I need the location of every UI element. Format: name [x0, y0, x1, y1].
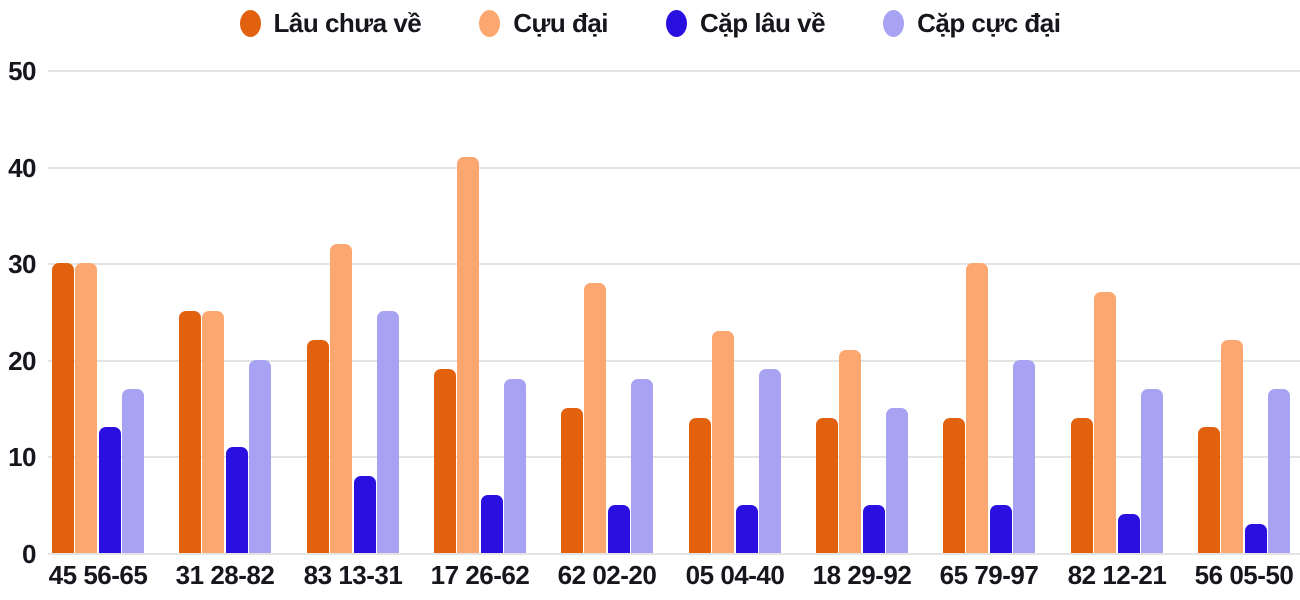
bar-group: [943, 70, 1035, 553]
bar[interactable]: [377, 311, 399, 553]
legend-item-2[interactable]: Cựu đại: [479, 7, 609, 39]
gridline-y40: [48, 167, 1300, 169]
bar[interactable]: [966, 263, 988, 553]
x-axis-category-label: 31 28-82: [175, 560, 275, 590]
bar-group: [689, 70, 781, 553]
legend-dot-icon: [479, 9, 501, 37]
bar[interactable]: [584, 283, 606, 553]
bar[interactable]: [457, 157, 479, 553]
legend-dot-icon: [239, 9, 261, 37]
bar[interactable]: [481, 495, 503, 553]
bar[interactable]: [330, 244, 352, 553]
legend-item-1[interactable]: Lâu chưa về: [239, 7, 422, 39]
bar[interactable]: [249, 360, 271, 553]
x-axis-category-label: 05 04-40: [685, 560, 785, 590]
bar[interactable]: [307, 340, 329, 553]
bar[interactable]: [202, 311, 224, 553]
bar[interactable]: [1071, 418, 1093, 553]
chart-legend: Lâu chưa về Cựu đại Cặp lâu về Cặp cực đại: [0, 2, 1300, 44]
bar[interactable]: [434, 369, 456, 553]
bar[interactable]: [504, 379, 526, 553]
bar[interactable]: [712, 331, 734, 553]
gridline-y50: [48, 70, 1300, 72]
gridline-y0: [48, 553, 1300, 555]
bar[interactable]: [608, 505, 630, 553]
bar-group: [434, 70, 526, 553]
y-axis-tick-label: 0: [22, 539, 36, 569]
bar[interactable]: [52, 263, 74, 553]
bar-group: [307, 70, 399, 553]
bar[interactable]: [736, 505, 758, 553]
y-axis-tick-label: 40: [8, 153, 36, 183]
bar-group: [1071, 70, 1163, 553]
bar[interactable]: [561, 408, 583, 553]
x-axis-category-label: 18 29-92: [812, 560, 912, 590]
legend-item-3[interactable]: Cặp lâu về: [666, 7, 826, 39]
bar[interactable]: [1118, 514, 1140, 553]
gridline-y10: [48, 456, 1300, 458]
legend-dot-icon: [666, 9, 688, 37]
y-axis-tick-label: 50: [8, 56, 36, 86]
bar[interactable]: [1198, 427, 1220, 553]
bar[interactable]: [886, 408, 908, 553]
x-axis-category-label: 82 12-21: [1067, 560, 1167, 590]
bar[interactable]: [1221, 340, 1243, 553]
legend-label: Cặp lâu về: [700, 7, 826, 38]
bar[interactable]: [1094, 292, 1116, 553]
legend-label: Cựu đại: [513, 7, 609, 38]
x-axis-category-label: 45 56-65: [48, 560, 148, 590]
legend-label: Lâu chưa về: [273, 7, 422, 38]
x-axis-category-label: 56 05-50: [1194, 560, 1294, 590]
x-axis-category-label: 83 13-31: [303, 560, 403, 590]
x-axis-category-label: 65 79-97: [939, 560, 1039, 590]
legend-item-4[interactable]: Cặp cực đại: [883, 7, 1061, 39]
y-axis-tick-label: 10: [8, 442, 36, 472]
bar[interactable]: [354, 476, 376, 553]
bar[interactable]: [75, 263, 97, 553]
bar[interactable]: [759, 369, 781, 553]
gridline-y20: [48, 360, 1300, 362]
x-axis-category-label: 17 26-62: [430, 560, 530, 590]
legend-dot-icon: [883, 9, 905, 37]
bar[interactable]: [1141, 389, 1163, 553]
x-axis-category-label: 62 02-20: [557, 560, 657, 590]
bar[interactable]: [839, 350, 861, 553]
bar[interactable]: [1245, 524, 1267, 553]
bar-group: [1198, 70, 1290, 553]
bar-group: [52, 70, 144, 553]
bar[interactable]: [1013, 360, 1035, 553]
bar[interactable]: [99, 427, 121, 553]
legend-label: Cặp cực đại: [917, 7, 1061, 38]
bar[interactable]: [689, 418, 711, 553]
bar[interactable]: [1268, 389, 1290, 553]
bar-group: [179, 70, 271, 553]
gridline-y30: [48, 263, 1300, 265]
bar[interactable]: [179, 311, 201, 553]
bar-group: [816, 70, 908, 553]
bar[interactable]: [990, 505, 1012, 553]
y-axis-tick-label: 20: [8, 346, 36, 376]
bar[interactable]: [122, 389, 144, 553]
bar-group: [561, 70, 653, 553]
bar[interactable]: [631, 379, 653, 553]
y-axis-tick-label: 30: [8, 249, 36, 279]
bar[interactable]: [943, 418, 965, 553]
bar[interactable]: [226, 447, 248, 553]
bar[interactable]: [816, 418, 838, 553]
bar[interactable]: [863, 505, 885, 553]
